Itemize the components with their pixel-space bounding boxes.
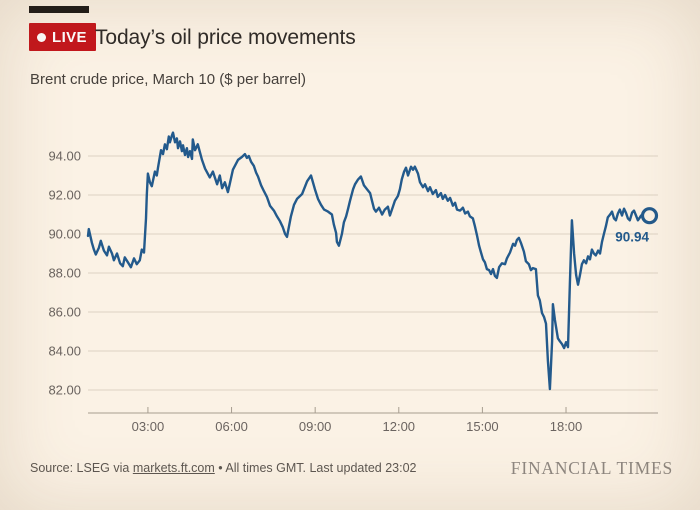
x-axis-label: 15:00 xyxy=(466,419,499,434)
source-link[interactable]: markets.ft.com xyxy=(132,461,215,475)
y-axis-label: 92.00 xyxy=(48,188,81,203)
x-axis-label: 06:00 xyxy=(215,419,248,434)
live-badge: LIVE xyxy=(29,23,96,51)
y-axis-label: 82.00 xyxy=(48,383,81,398)
y-axis-label: 86.00 xyxy=(48,305,81,320)
chart-subtitle: Brent crude price, March 10 ($ per barre… xyxy=(30,71,306,88)
x-axis-label: 18:00 xyxy=(550,419,583,434)
financial-times-wordmark: FINANCIAL TIMES xyxy=(510,458,673,478)
source-prefix: Source: LSEG via xyxy=(30,461,133,475)
price-chart: 82.00 84.00 86.00 88.00 90.00 92.00 94.00 03:00… xyxy=(0,100,700,450)
price-chart-svg: 82.00 84.00 86.00 88.00 90.00 92.00 94.00 03:00… xyxy=(48,131,659,434)
x-axis-label: 09:00 xyxy=(299,419,332,434)
y-axis-label: 94.00 xyxy=(48,149,81,164)
current-price-marker xyxy=(640,207,659,225)
live-dot-icon xyxy=(37,32,46,42)
y-axis-label: 84.00 xyxy=(48,344,81,359)
section-rule xyxy=(29,6,89,13)
price-line xyxy=(86,131,643,391)
page-title: Today’s oil price movements xyxy=(95,26,356,49)
live-badge-label: LIVE xyxy=(52,28,87,46)
y-axis-label: 88.00 xyxy=(48,266,81,281)
x-axis-label: 12:00 xyxy=(383,419,416,434)
source-line: Source: LSEG via markets.ft.com • All ti… xyxy=(30,461,417,475)
source-suffix: • All times GMT. Last updated 23:02 xyxy=(214,461,417,475)
y-axis-label: 90.00 xyxy=(48,227,81,242)
current-price-label: 90.94 xyxy=(615,230,649,245)
x-axis-label: 03:00 xyxy=(132,419,165,434)
